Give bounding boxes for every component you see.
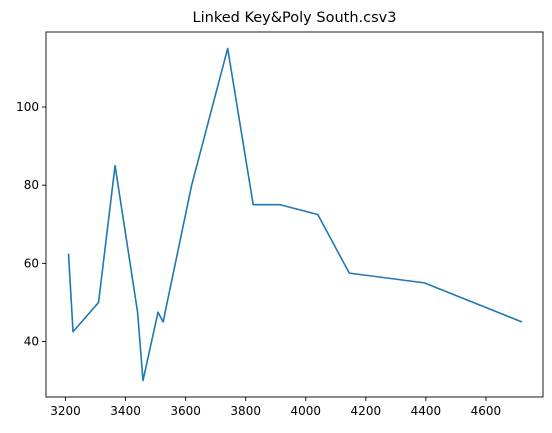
x-tick-label: 3800 bbox=[230, 404, 261, 418]
y-tick-label: 40 bbox=[24, 335, 39, 349]
x-tick-label: 4400 bbox=[411, 404, 442, 418]
x-tick-label: 4000 bbox=[290, 404, 321, 418]
x-tick-label: 4200 bbox=[351, 404, 382, 418]
y-tick-label: 80 bbox=[24, 178, 39, 192]
x-tick-label: 3600 bbox=[170, 404, 201, 418]
x-tick-label: 4600 bbox=[471, 404, 502, 418]
plot-frame bbox=[45, 31, 544, 398]
y-tick-label: 60 bbox=[24, 256, 39, 270]
x-tick-label: 3400 bbox=[110, 404, 141, 418]
series-layer bbox=[67, 47, 523, 382]
series-line bbox=[67, 47, 523, 382]
x-tick-label: 3200 bbox=[50, 404, 81, 418]
y-tick-label: 100 bbox=[16, 100, 39, 114]
chart-title: Linked Key&Poly South.csv3 bbox=[193, 10, 397, 26]
ticks-layer: 3200 3400 3600 3800 4000 4200 4400 4600 40 60 80 10… bbox=[16, 100, 501, 418]
